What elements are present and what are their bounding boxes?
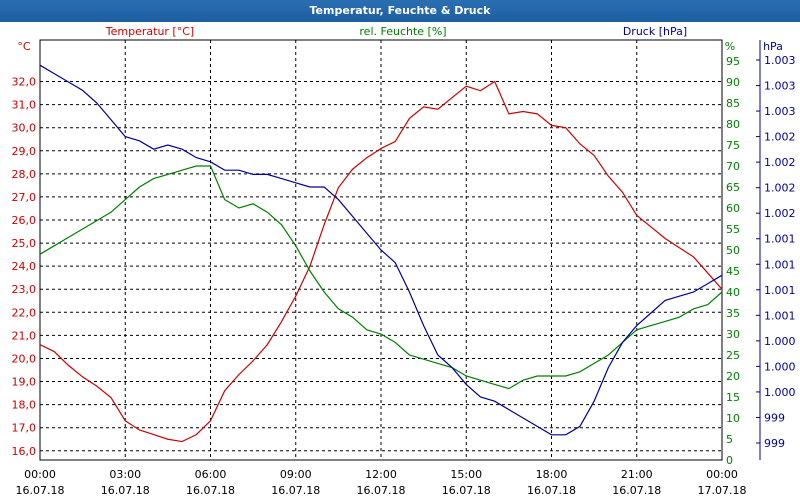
humidity-axis-label: rel. Feuchte [%] bbox=[359, 25, 446, 38]
temperature-axis-label: Temperatur [°C] bbox=[105, 25, 194, 38]
pressure-tick-label: 1.000 bbox=[764, 386, 796, 399]
x-tick-label: 03:00 bbox=[109, 468, 141, 481]
pressure-unit: hPa bbox=[763, 40, 783, 53]
x-tick-label: 21:00 bbox=[621, 468, 653, 481]
humidity-tick-label: 65 bbox=[726, 181, 740, 194]
temperature-tick-label: 23,0 bbox=[12, 283, 37, 296]
temperature-tick-label: 27,0 bbox=[12, 191, 37, 204]
pressure-tick-label: 1.003 bbox=[764, 54, 796, 67]
pressure-tick-label: 1.003 bbox=[764, 105, 796, 118]
temperature-tick-label: 17,0 bbox=[12, 422, 37, 435]
humidity-tick-label: 30 bbox=[726, 328, 740, 341]
humidity-tick-label: 70 bbox=[726, 160, 740, 173]
pressure-series-line bbox=[39, 64, 723, 436]
chart-title: Temperatur, Feuchte & Druck bbox=[0, 0, 800, 22]
temperature-tick-label: 16,0 bbox=[12, 445, 37, 458]
humidity-tick-label: 90 bbox=[726, 76, 740, 89]
humidity-tick-label: 75 bbox=[726, 139, 740, 152]
humidity-tick-label: 60 bbox=[726, 202, 740, 215]
temperature-tick-label: 20,0 bbox=[12, 352, 37, 365]
x-tick-label: 00:00 bbox=[24, 468, 56, 481]
x-date-label: 17.07.18 bbox=[698, 484, 747, 497]
humidity-tick-label: 0 bbox=[726, 454, 733, 467]
pressure-tick-label: 1.002 bbox=[764, 156, 796, 169]
humidity-unit: % bbox=[725, 40, 735, 53]
humidity-tick-label: 10 bbox=[726, 412, 740, 425]
humidity-tick-label: 45 bbox=[726, 265, 740, 278]
pressure-tick-label: 999 bbox=[764, 437, 785, 450]
temperature-unit: °C bbox=[17, 40, 31, 53]
humidity-tick-label: 95 bbox=[726, 55, 740, 68]
humidity-tick-label: 35 bbox=[726, 307, 740, 320]
temperature-tick-label: 25,0 bbox=[12, 237, 37, 250]
temperature-tick-label: 21,0 bbox=[12, 329, 37, 342]
temperature-tick-label: 31,0 bbox=[12, 99, 37, 112]
pressure-tick-label: 1.001 bbox=[764, 284, 796, 297]
pressure-tick-label: 1.001 bbox=[764, 309, 796, 322]
pressure-tick-label: 1.000 bbox=[764, 335, 796, 348]
x-tick-label: 12:00 bbox=[365, 468, 397, 481]
x-tick-label: 06:00 bbox=[195, 468, 227, 481]
x-date-label: 16.07.18 bbox=[442, 484, 491, 497]
x-tick-label: 09:00 bbox=[280, 468, 312, 481]
pressure-axis-label: Druck [hPa] bbox=[623, 25, 687, 38]
temperature-tick-label: 19,0 bbox=[12, 376, 37, 389]
pressure-tick-label: 1.001 bbox=[764, 258, 796, 271]
humidity-tick-label: 25 bbox=[726, 349, 740, 362]
temperature-series-line bbox=[39, 80, 723, 443]
temperature-tick-label: 22,0 bbox=[12, 306, 37, 319]
pressure-tick-label: 1.000 bbox=[764, 360, 796, 373]
x-date-label: 16.07.18 bbox=[612, 484, 661, 497]
pressure-tick-label: 1.002 bbox=[764, 131, 796, 144]
pressure-tick-label: 999 bbox=[764, 411, 785, 424]
humidity-tick-label: 55 bbox=[726, 223, 740, 236]
pressure-tick-label: 1.002 bbox=[764, 182, 796, 195]
temperature-tick-label: 26,0 bbox=[12, 214, 37, 227]
temperature-tick-label: 24,0 bbox=[12, 260, 37, 273]
x-tick-label: 15:00 bbox=[450, 468, 482, 481]
temperature-tick-label: 32,0 bbox=[12, 76, 37, 89]
x-date-label: 16.07.18 bbox=[271, 484, 320, 497]
humidity-tick-label: 40 bbox=[726, 286, 740, 299]
x-tick-label: 00:00 bbox=[706, 468, 738, 481]
x-date-label: 16.07.18 bbox=[16, 484, 65, 497]
humidity-series-line bbox=[39, 165, 723, 390]
temperature-tick-label: 28,0 bbox=[12, 168, 37, 181]
x-date-label: 16.07.18 bbox=[186, 484, 235, 497]
x-date-label: 16.07.18 bbox=[357, 484, 406, 497]
temperature-tick-label: 30,0 bbox=[12, 122, 37, 135]
humidity-tick-label: 15 bbox=[726, 391, 740, 404]
pressure-tick-label: 1.002 bbox=[764, 207, 796, 220]
temperature-tick-label: 29,0 bbox=[12, 145, 37, 158]
x-date-label: 16.07.18 bbox=[527, 484, 576, 497]
x-tick-label: 18:00 bbox=[536, 468, 568, 481]
humidity-tick-label: 80 bbox=[726, 118, 740, 131]
humidity-tick-label: 20 bbox=[726, 370, 740, 383]
humidity-tick-label: 85 bbox=[726, 97, 740, 110]
humidity-tick-label: 5 bbox=[726, 433, 733, 446]
temperature-tick-label: 18,0 bbox=[12, 399, 37, 412]
pressure-tick-label: 1.003 bbox=[764, 80, 796, 93]
x-date-label: 16.07.18 bbox=[101, 484, 150, 497]
pressure-tick-label: 1.001 bbox=[764, 233, 796, 246]
humidity-tick-label: 50 bbox=[726, 244, 740, 257]
